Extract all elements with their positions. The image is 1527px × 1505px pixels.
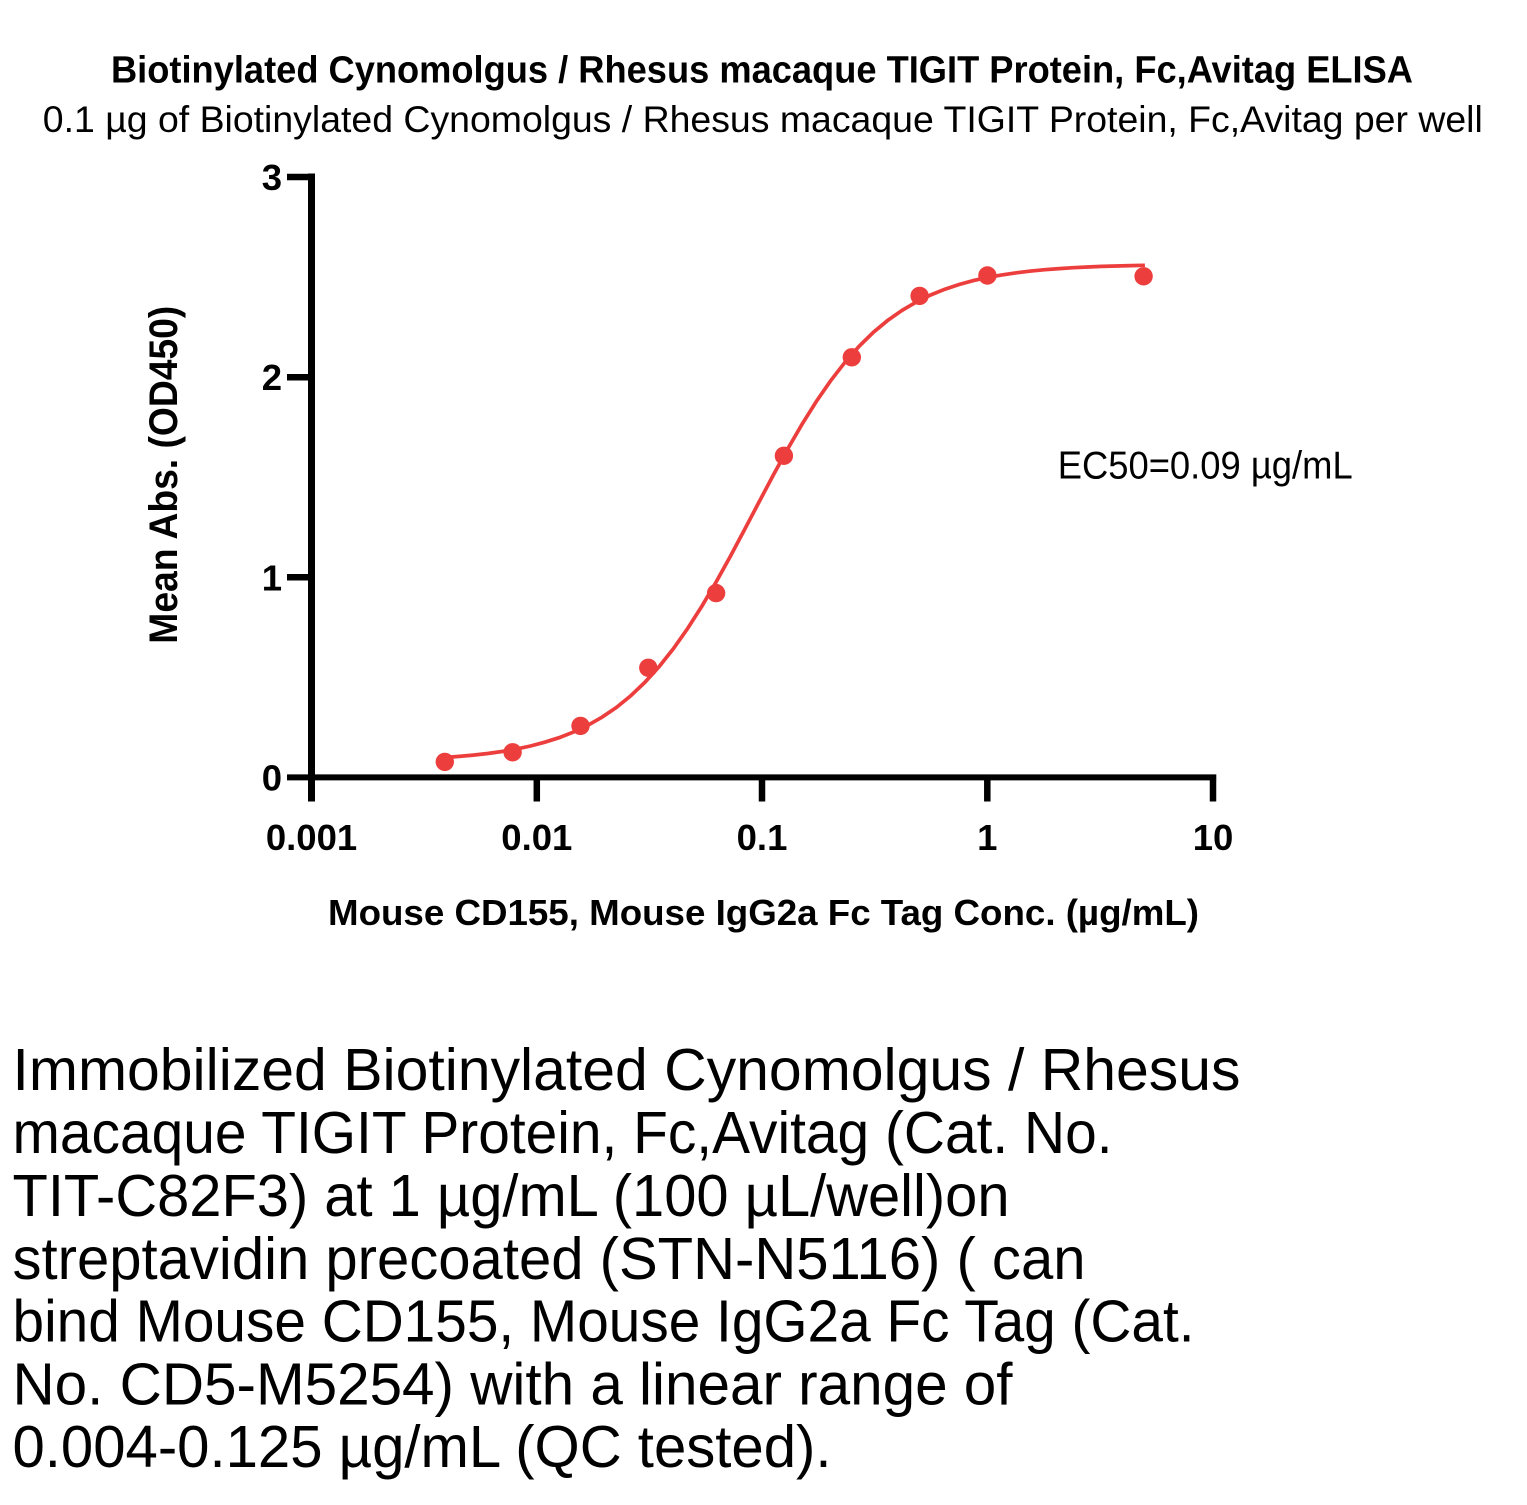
svg-text:EC50=0.09 µg/mL: EC50=0.09 µg/mL — [1058, 444, 1353, 487]
svg-text:0.01: 0.01 — [501, 817, 572, 858]
svg-text:No. CD5-M5254) with a linear r: No. CD5-M5254) with a linear range of — [13, 1351, 1014, 1417]
svg-text:0.1: 0.1 — [737, 817, 788, 858]
svg-text:10: 10 — [1193, 817, 1234, 858]
svg-text:0.001: 0.001 — [266, 817, 357, 858]
svg-text:3: 3 — [262, 157, 282, 198]
svg-text:0.004-0.125 µg/mL (QC tested).: 0.004-0.125 µg/mL (QC tested). — [13, 1414, 832, 1480]
svg-text:1: 1 — [977, 817, 997, 858]
svg-text:0: 0 — [262, 758, 282, 799]
svg-text:Mouse CD155, Mouse IgG2a Fc Ta: Mouse CD155, Mouse IgG2a Fc Tag Conc. (µ… — [328, 892, 1199, 933]
svg-text:2: 2 — [262, 357, 282, 398]
svg-text:TIT-C82F3) at 1 µg/mL (100 µL/: TIT-C82F3) at 1 µg/mL (100 µL/well)on — [13, 1163, 1010, 1229]
svg-text:streptavidin precoated (STN-N5: streptavidin precoated (STN-N5116) ( can — [13, 1226, 1086, 1292]
svg-text:macaque TIGIT Protein, Fc,Avit: macaque TIGIT Protein, Fc,Avitag (Cat. N… — [13, 1100, 1113, 1166]
svg-text:1: 1 — [262, 557, 282, 598]
svg-text:Immobilized Biotinylated Cynom: Immobilized Biotinylated Cynomolgus / Rh… — [13, 1037, 1241, 1103]
svg-text:bind Mouse CD155, Mouse IgG2a: bind Mouse CD155, Mouse IgG2a Fc Tag (Ca… — [13, 1289, 1195, 1355]
svg-text:Mean Abs. (OD450): Mean Abs. (OD450) — [142, 306, 186, 644]
svg-text:Biotinylated Cynomolgus / Rhes: Biotinylated Cynomolgus / Rhesus macaque… — [111, 48, 1413, 90]
svg-text:0.1 µg of Biotinylated Cynomol: 0.1 µg of Biotinylated Cynomolgus / Rhes… — [43, 98, 1483, 140]
